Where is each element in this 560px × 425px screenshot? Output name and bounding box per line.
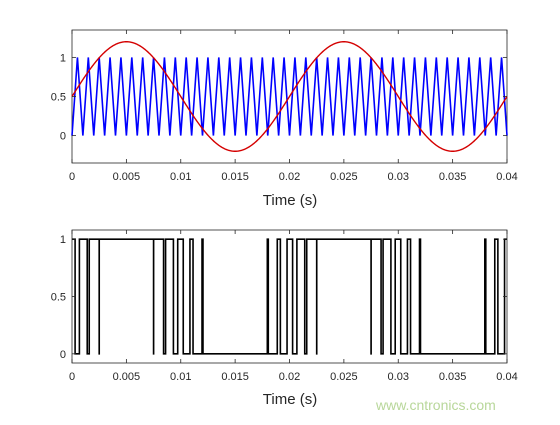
- reference-sine-line: [71, 41, 508, 152]
- y-tick-label: 0.5: [51, 92, 66, 104]
- bottom-x-axis-label: Time (s): [263, 391, 317, 408]
- x-tick-label: 0: [69, 171, 75, 183]
- y-tick-label: 1: [60, 52, 66, 64]
- x-tick-label: 0.015: [221, 371, 249, 383]
- x-tick-label: 0.03: [388, 171, 409, 183]
- y-tick-label: 0: [60, 349, 66, 361]
- y-tick-label: 0: [60, 131, 66, 143]
- watermark: www.cntronics.com: [375, 397, 496, 413]
- x-tick-label: 0.005: [113, 171, 141, 183]
- x-tick-label: 0.04: [496, 171, 517, 183]
- x-tick-label: 0.01: [170, 371, 191, 383]
- x-tick-label: 0: [69, 371, 75, 383]
- x-tick-label: 0.015: [221, 171, 249, 183]
- x-tick-label: 0.035: [439, 371, 467, 383]
- top-x-axis-label: Time (s): [263, 192, 317, 209]
- y-tick-label: 0.5: [51, 292, 66, 304]
- x-tick-label: 0.04: [496, 371, 517, 383]
- top-plot-ticks: 0 0.005 0.01 0.015 0.02 0.025 0.03 0.035 0.04 0 0.…: [51, 30, 518, 183]
- pwm-output-line: [72, 238, 507, 355]
- x-tick-label: 0.01: [170, 171, 191, 183]
- x-tick-label: 0.035: [439, 171, 467, 183]
- bottom-plot-frame: [71, 229, 508, 364]
- x-tick-label: 0.025: [330, 371, 358, 383]
- x-tick-label: 0.03: [388, 371, 409, 383]
- bottom-plot-series: [72, 238, 507, 355]
- y-tick-label: 1: [60, 234, 66, 246]
- top-plot: 0 0.005 0.01 0.015 0.02 0.025 0.03 0.035 0.04 0 0.…: [51, 29, 518, 209]
- x-tick-label: 0.02: [279, 371, 300, 383]
- top-plot-series: [71, 41, 508, 152]
- bottom-plot: 0 0.005 0.01 0.015 0.02 0.025 0.03 0.035 0.04 0 0.…: [51, 229, 518, 408]
- x-tick-label: 0.02: [279, 171, 300, 183]
- x-tick-label: 0.025: [330, 171, 358, 183]
- carrier-triangle-line: [71, 57, 508, 136]
- x-tick-label: 0.005: [113, 371, 141, 383]
- bottom-plot-ticks: 0 0.005 0.01 0.015 0.02 0.025 0.03 0.035 0.04 0 0.…: [51, 230, 518, 383]
